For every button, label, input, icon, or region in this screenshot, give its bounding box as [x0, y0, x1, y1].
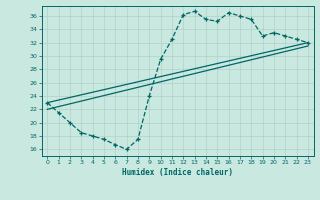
X-axis label: Humidex (Indice chaleur): Humidex (Indice chaleur)	[122, 168, 233, 177]
